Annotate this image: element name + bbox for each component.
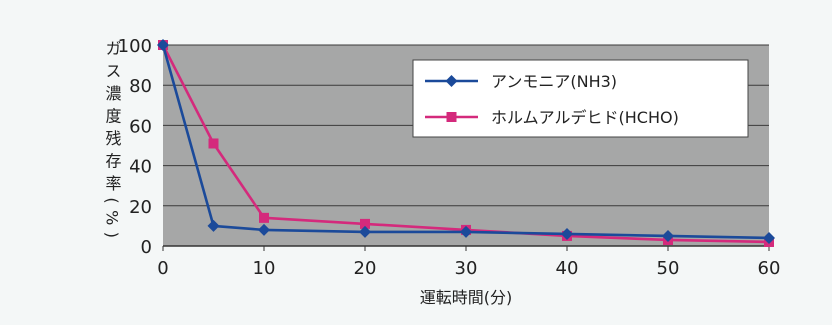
y-tick-label: 40 [129,157,152,178]
data-point [208,138,219,149]
data-point [561,227,573,240]
x-tick-label: 10 [253,258,276,279]
y-tick-label: 80 [129,76,152,97]
series [157,39,775,247]
data-point [258,223,270,236]
y-axis-ticks: 0 20 40 60 80 100 [118,36,152,258]
series-line [161,44,770,244]
y-tick-label: 60 [129,116,152,137]
data-point [259,212,269,223]
legend-marker [445,75,458,87]
x-tick-label: 40 [556,258,579,279]
x-axis-label: 運転時間(分) [420,288,513,307]
x-tick-label: 20 [354,258,377,279]
x-axis-ticks: 0 10 20 30 40 50 60 [157,246,780,279]
y-tick-label: 0 [141,237,152,258]
legend-entries: アンモニア(NH3) ホルムアルデヒド(HCHO) [425,72,679,127]
x-tick-label: 60 [758,258,781,279]
legend-box [412,59,749,138]
legend-label: アンモニア(NH3) [491,72,617,91]
x-tick-label: 30 [455,258,478,279]
legend-marker [446,112,457,122]
data-point [763,231,775,244]
legend-label: ホルムアルデヒド(HCHO) [491,108,679,127]
data-point [460,225,472,238]
x-tick-label: 0 [157,258,168,279]
y-tick-label: 20 [129,197,152,218]
legend: アンモニア(NH3) ホルムアルデヒド(HCHO) [412,59,749,138]
data-point [662,229,674,242]
data-point [207,219,220,232]
data-point [157,39,169,51]
x-tick-label: 50 [657,258,680,279]
y-axis-label: ガス濃度残存率(%) [103,40,122,238]
data-point [360,218,370,229]
y-tick-label: 100 [118,36,152,57]
series-ammonia [157,39,775,244]
data-point [359,225,371,238]
series-line [161,44,770,240]
